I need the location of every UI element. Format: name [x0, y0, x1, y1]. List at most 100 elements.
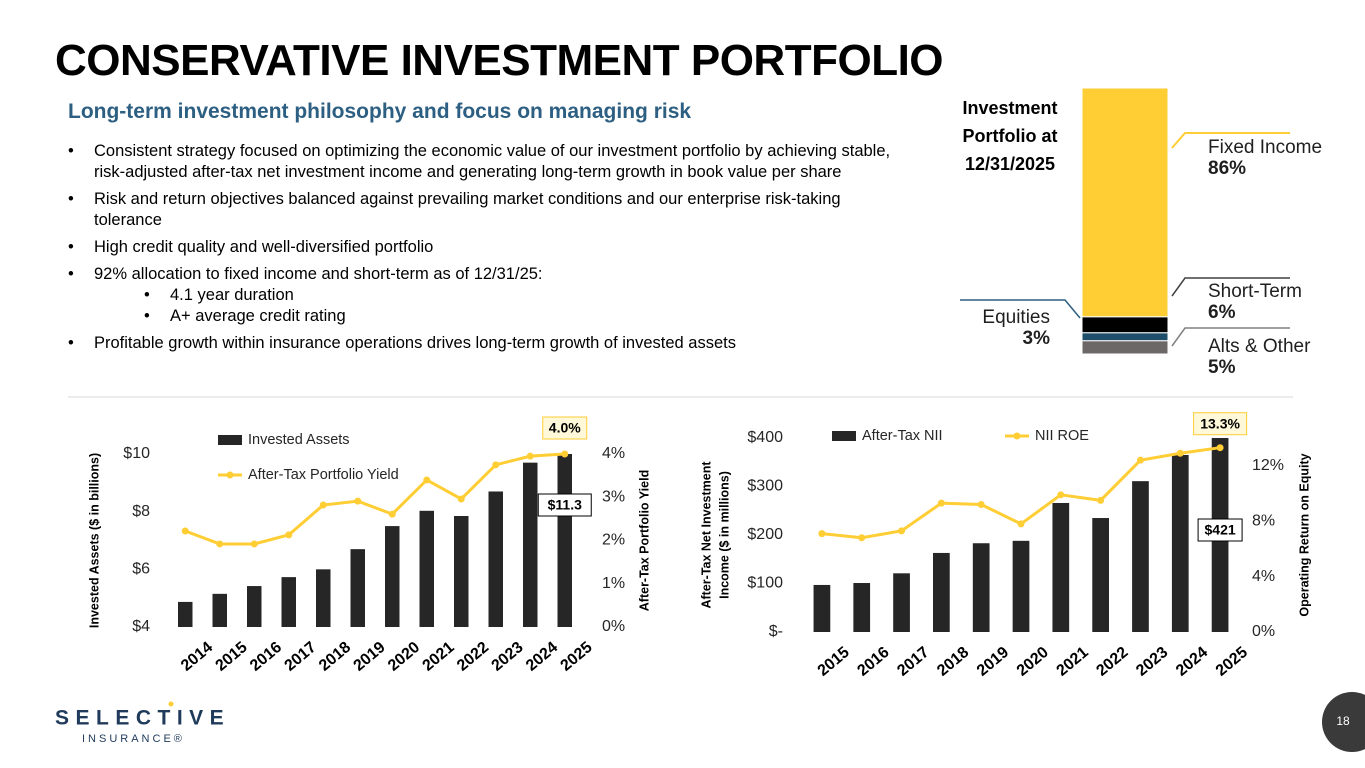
- portfolio-title: Investment Portfolio at 12/31/2025: [962, 98, 1058, 174]
- bar: [1171, 454, 1189, 632]
- data-label: $11.3: [548, 497, 582, 513]
- bar: [557, 454, 572, 627]
- y2-tick-label: 2%: [602, 532, 625, 549]
- line-marker: [1057, 491, 1065, 499]
- line: [184, 452, 565, 546]
- x-tick-label: 2025: [1213, 644, 1251, 680]
- x-tick-label: 2017: [894, 644, 932, 680]
- x-tick-label: 2019: [350, 639, 388, 675]
- x-tick-label: 2023: [1133, 644, 1171, 680]
- x-tick-label: 2018: [316, 639, 354, 675]
- line-marker: [285, 531, 293, 539]
- x-tick-label: 2024: [1173, 644, 1211, 680]
- bar: [1092, 518, 1109, 632]
- line-marker: [977, 501, 985, 509]
- plot: [813, 438, 1229, 632]
- y-tick-label: $300: [747, 478, 783, 495]
- sub-bullet-list: 4.1 year duration A+ average credit rati…: [94, 285, 898, 327]
- segment: [1081, 316, 1169, 334]
- page-badge: [1322, 692, 1365, 752]
- legend-marker: [226, 471, 234, 479]
- x-tick-label: 2021: [1054, 644, 1092, 680]
- y2-tick-label: 8%: [1252, 512, 1275, 529]
- y2-tick-label: 0%: [1252, 623, 1275, 640]
- bar: [523, 462, 538, 627]
- leader: [1171, 277, 1290, 297]
- line-marker: [216, 540, 224, 548]
- segment-label: Short-Term: [1208, 281, 1302, 302]
- segment-label: Equities: [982, 307, 1050, 328]
- line-marker: [1097, 496, 1105, 504]
- bar: [1012, 540, 1030, 632]
- bullet: Consistent strategy focused on optimizin…: [68, 141, 898, 183]
- leader: [1171, 132, 1290, 149]
- legend-marker: [1013, 432, 1021, 440]
- line-marker: [319, 501, 327, 509]
- line-marker: [561, 450, 569, 458]
- line-marker: [898, 527, 906, 535]
- y-tick-label: $100: [747, 575, 783, 592]
- leader: [960, 299, 1081, 319]
- x-tick-label: 2016: [247, 639, 285, 675]
- line-marker: [423, 476, 431, 484]
- bar: [1132, 481, 1149, 632]
- segment-label: Alts & Other: [1208, 336, 1311, 357]
- legend-swatch: [832, 431, 856, 441]
- data-label: 13.3%: [1200, 415, 1240, 431]
- segment-label: Fixed Income: [1208, 137, 1322, 158]
- x-tick-label: 2022: [454, 639, 492, 675]
- y2-tick-label: 0%: [602, 618, 625, 635]
- x-tick-label: 2015: [815, 644, 853, 680]
- legend-label: NII ROE: [1035, 428, 1089, 444]
- bullet: Risk and return objectives balanced agai…: [68, 189, 898, 231]
- y2-axis-label: After-Tax Portfolio Yield: [637, 470, 651, 611]
- sub-bullet: 4.1 year duration: [144, 285, 898, 306]
- line-marker: [181, 527, 189, 535]
- leader: [1171, 327, 1290, 347]
- line-marker: [388, 510, 396, 518]
- x-tick-label: 2019: [974, 644, 1012, 680]
- x-tick-label: 2018: [934, 644, 972, 680]
- legend-swatch: [218, 435, 242, 445]
- x-tick-label: 2025: [557, 639, 595, 675]
- bullet-text: 92% allocation to fixed income and short…: [94, 265, 543, 283]
- legend-label: After-Tax Portfolio Yield: [248, 467, 399, 483]
- bar: [1052, 502, 1070, 632]
- line-marker: [818, 530, 826, 538]
- x-tick-label: 2023: [488, 639, 526, 675]
- segment: [1081, 332, 1169, 342]
- bullet-list: Consistent strategy focused on optimizin…: [68, 141, 898, 360]
- legend-label: After-Tax NII: [862, 428, 943, 444]
- y2-tick-label: 3%: [602, 488, 625, 505]
- line-marker: [1176, 449, 1184, 457]
- bullet: Profitable growth within insurance opera…: [68, 333, 898, 354]
- y2-tick-label: 1%: [602, 575, 625, 592]
- x-tick-label: 2015: [212, 639, 250, 675]
- data-label: 4.0%: [549, 420, 581, 436]
- line-marker: [492, 461, 500, 469]
- bar: [247, 586, 262, 627]
- segment: [1081, 340, 1169, 355]
- line-marker: [1017, 520, 1025, 528]
- line-marker: [1216, 444, 1224, 452]
- data-label-box: [1193, 412, 1248, 436]
- bar: [419, 510, 434, 627]
- plot: [178, 454, 572, 627]
- x-tick-label: 2021: [419, 639, 457, 675]
- x-tick-label: 2020: [1014, 644, 1052, 680]
- slide-subtitle: Long-term investment philosophy and focu…: [68, 100, 692, 123]
- logo: SELECTIVE: [55, 707, 230, 730]
- x-tick-label: 2024: [523, 639, 561, 675]
- line-marker: [250, 540, 258, 548]
- bar: [853, 583, 871, 632]
- bar: [893, 573, 910, 632]
- page-number: 18: [1336, 714, 1350, 728]
- y2-tick-label: 12%: [1252, 457, 1284, 474]
- data-label-box: [542, 416, 588, 440]
- x-tick-label: 2016: [854, 644, 892, 680]
- line-marker: [354, 497, 362, 505]
- x-tick-label: 2022: [1093, 644, 1131, 680]
- x-tick-label: 2017: [281, 639, 319, 675]
- bullet: High credit quality and well-diversified…: [68, 237, 898, 258]
